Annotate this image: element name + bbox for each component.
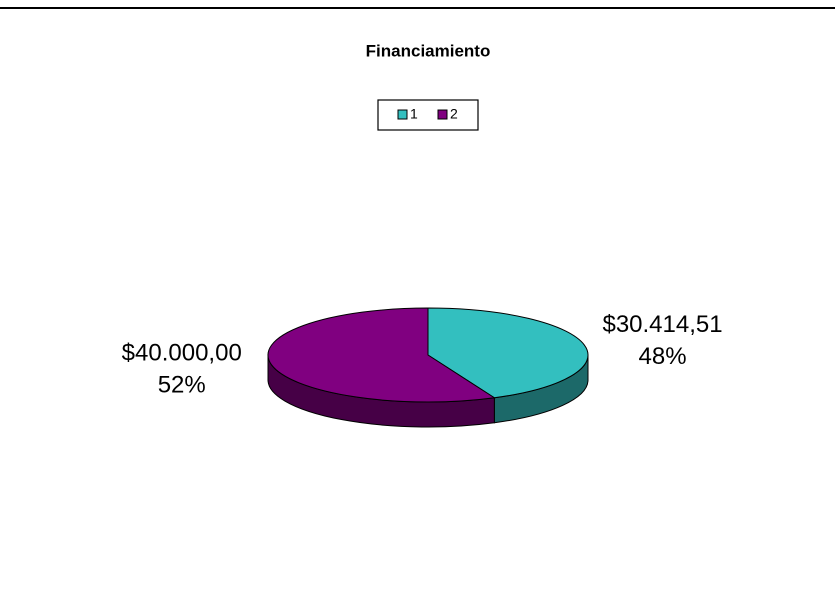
legend-box: [377, 99, 479, 131]
pie-slice: [427, 307, 589, 399]
data-label: 52%: [158, 372, 206, 399]
legend-label: 1: [410, 106, 418, 122]
data-label: $40.000,00: [122, 340, 242, 367]
data-label: 48%: [639, 343, 687, 370]
pie-slice: [267, 307, 496, 403]
chart-title: Financiamiento: [366, 41, 491, 60]
data-label: $30.414,51: [602, 311, 722, 338]
legend-label: 2: [450, 106, 458, 122]
legend-swatch: [437, 109, 448, 120]
legend-swatch: [397, 109, 408, 120]
